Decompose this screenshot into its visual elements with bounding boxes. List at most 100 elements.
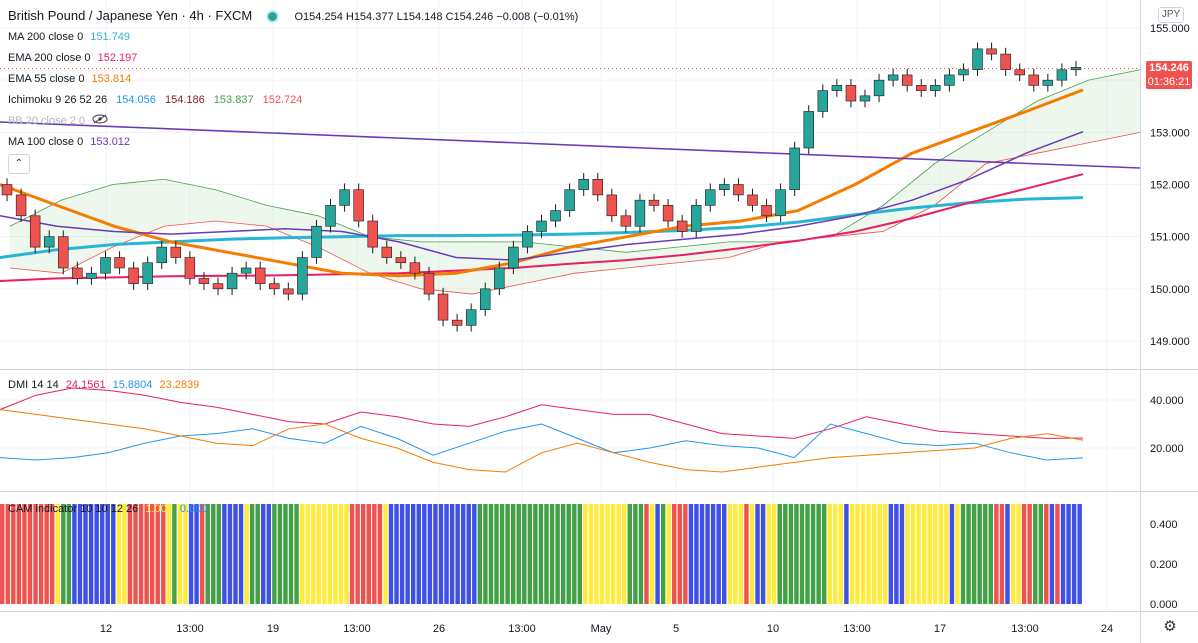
cam-bar <box>355 504 360 604</box>
cam-bar <box>305 504 310 604</box>
legend-ichimoku[interactable]: Ichimoku 9 26 52 26 154.056 154.186 153.… <box>8 93 308 107</box>
cam-bar <box>94 504 99 604</box>
cam-bar <box>644 504 649 604</box>
legend-ichimoku-v1: 154.056 <box>116 94 156 106</box>
cam-bar <box>860 504 866 604</box>
cam-bar <box>155 504 160 604</box>
cam-bar <box>777 504 782 604</box>
cam-bar <box>733 504 738 604</box>
legend-bb-label: BB 20 close 2 0 <box>8 115 86 127</box>
cam-bar <box>849 504 855 604</box>
cam-bar <box>977 504 982 604</box>
collapse-legend-button[interactable]: ⌃ <box>8 154 30 174</box>
ohlc-values: O154.254 H154.377 L154.148 C154.246 −0.0… <box>294 11 579 23</box>
bar-countdown: 01:36:21 <box>1147 76 1191 88</box>
cam-bar <box>444 504 449 604</box>
candle-body <box>719 184 730 191</box>
cam-bar <box>577 504 583 604</box>
cam-bar <box>999 504 1005 604</box>
cam-bar <box>638 504 644 604</box>
candle-body <box>522 231 533 248</box>
legend-ema200-label: EMA 200 close 0 <box>8 52 91 64</box>
cam-bar <box>216 504 222 604</box>
cam-bar <box>699 504 705 604</box>
legend-dmi[interactable]: DMI 14 14 24.1561 15.8804 23.2839 <box>8 378 203 392</box>
legend-ema200[interactable]: EMA 200 close 0 152.197 <box>8 51 141 65</box>
hidden-eye-icon[interactable] <box>92 114 108 128</box>
cam-bar <box>349 504 355 604</box>
cam-bar <box>560 504 566 604</box>
cam-bar <box>660 504 666 604</box>
cam-bar <box>249 504 255 604</box>
cam-bar <box>483 504 488 604</box>
candle-body <box>1 184 13 196</box>
candle-body <box>775 189 786 217</box>
cam-bar <box>871 504 877 604</box>
candle-body <box>901 74 913 86</box>
legend-ma200[interactable]: MA 200 close 0 151.749 <box>8 30 134 44</box>
cam-bar <box>816 504 821 604</box>
candle-body <box>170 246 182 258</box>
cam-bar <box>1033 504 1038 604</box>
cam-bar <box>760 504 766 604</box>
cam-bar <box>172 504 177 604</box>
candle-body <box>831 85 843 91</box>
chart-header: British Pound / Japanese Yen · 4h · FXCM… <box>8 8 579 24</box>
cam-bar <box>361 504 366 604</box>
price-tick-label: 153.000 <box>1150 127 1190 139</box>
time-tick-label: 13:00 <box>176 623 204 635</box>
candle-body <box>494 267 505 290</box>
cam-bar <box>66 504 72 604</box>
symbol-title[interactable]: British Pound / Japanese Yen · 4h · FXCM <box>8 8 253 23</box>
candle-body <box>184 257 196 279</box>
cam-bar <box>16 504 22 604</box>
cam-bar <box>672 504 677 604</box>
cam-bar <box>572 504 577 604</box>
candlesticks <box>1 42 1082 332</box>
candle-body <box>972 48 983 71</box>
legend-ema55[interactable]: EMA 55 close 0 153.814 <box>8 72 135 86</box>
candle-body <box>353 189 364 222</box>
cam-bar <box>44 504 49 604</box>
cam-tick-label: 0.400 <box>1150 519 1178 531</box>
candle-body <box>15 194 27 217</box>
candle-body <box>747 194 758 206</box>
legend-ma100[interactable]: MA 100 close 0 153.012 <box>8 135 134 149</box>
gear-icon[interactable]: ⚙ <box>1163 618 1177 635</box>
cam-bar <box>366 504 371 604</box>
cam-bar <box>161 504 166 604</box>
candle-body <box>536 220 547 232</box>
cam-bar <box>466 504 471 604</box>
cam-bar <box>1055 504 1060 604</box>
cam-bar <box>122 504 127 604</box>
cam-bar <box>322 504 327 604</box>
cam-bar <box>5 504 10 604</box>
cam-bar <box>910 504 916 604</box>
cam-bar <box>938 504 944 604</box>
currency-badge[interactable]: JPY <box>1158 7 1184 23</box>
cam-bar <box>894 504 899 604</box>
cam-bar <box>266 504 272 604</box>
candle-body <box>254 267 266 284</box>
cam-bar <box>899 504 905 604</box>
cam-bar <box>1021 504 1027 604</box>
cam-bar <box>821 504 827 604</box>
cam-bar <box>394 504 399 604</box>
legend-ichimoku-v3: 153.837 <box>213 94 254 106</box>
cam-bar <box>527 504 533 604</box>
cam-bar <box>399 504 405 604</box>
price-tick-label: 150.000 <box>1150 284 1190 296</box>
cam-bar <box>1005 504 1010 604</box>
cam-bar <box>655 504 660 604</box>
cam-bar <box>783 504 788 604</box>
senkou-b-line <box>9 131 1141 295</box>
candle-body <box>620 215 632 227</box>
legend-bb[interactable]: BB 20 close 2 0 <box>8 114 112 128</box>
cam-bar <box>255 504 260 604</box>
legend-cam[interactable]: CAM indicator 10 10 12 26 1.000 0.000 <box>8 502 211 516</box>
cam-bar <box>533 504 538 604</box>
chevron-up-icon: ⌃ <box>14 158 24 169</box>
candle-body <box>676 220 688 232</box>
cam-bar <box>405 504 410 604</box>
